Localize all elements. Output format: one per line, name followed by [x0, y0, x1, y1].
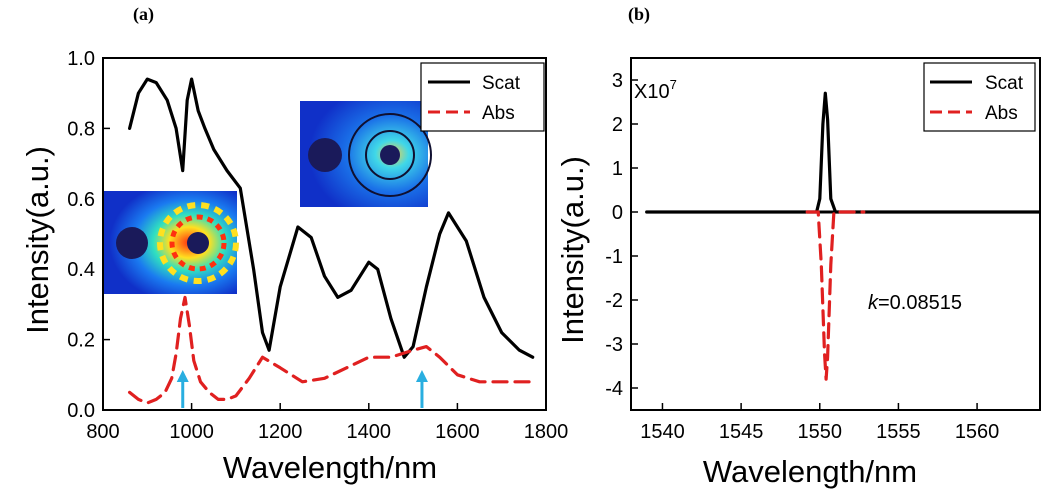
- xtick-label: 1600: [435, 421, 480, 443]
- xtick-label: 1400: [347, 421, 392, 443]
- chart-b-legend: Scat Abs: [923, 62, 1036, 132]
- xtick-label: 1540: [640, 421, 685, 443]
- ytick-label: 1: [612, 158, 623, 180]
- ytick-label: -1: [605, 246, 623, 268]
- ytick-label: 2: [612, 114, 623, 136]
- chart-b-ylabel: Intensity(a.u.): [555, 156, 590, 344]
- xtick-label: 1550: [798, 421, 843, 443]
- chart-b-scale-label: X107: [634, 77, 677, 103]
- chart-b-annotation: k=0.08515: [868, 292, 962, 314]
- ytick-label: -4: [605, 378, 623, 400]
- legend-label-scat: Scat: [482, 73, 521, 94]
- chart-a-ticks: 800 1000 1200 1400 1600 1800 0.0 0.2 0.4 0.6 0.8 1.…: [67, 48, 568, 443]
- series-scat-line: [128, 77, 535, 359]
- xtick-label: 1800: [524, 421, 569, 443]
- chart-b-plot: [645, 91, 1040, 381]
- chart-a: 800 1000 1200 1400 1600 1800 0.0 0.2 0.4 0.6 0.8 1.…: [20, 48, 568, 485]
- xtick-label: 1200: [258, 421, 303, 443]
- chart-a-legend: Scat Abs: [420, 62, 545, 132]
- ytick-label: 0.0: [67, 400, 95, 422]
- ytick-label: 0.8: [67, 118, 95, 140]
- ytick-label: 0.4: [67, 259, 95, 281]
- legend-label-abs-b: Abs: [985, 103, 1018, 124]
- chart-a-ylabel: Intensity(a.u.): [20, 146, 55, 334]
- legend-label-scat-b: Scat: [985, 73, 1024, 94]
- xtick-label: 1000: [169, 421, 214, 443]
- ytick-label: 1.0: [67, 48, 95, 70]
- ytick-label: -2: [605, 290, 623, 312]
- xtick-label: 1555: [876, 421, 921, 443]
- chart-b-frame: [630, 57, 1041, 411]
- xtick-label: 800: [86, 421, 119, 443]
- series-abs-line: [805, 210, 866, 381]
- series-abs-line: [128, 295, 535, 405]
- chart-a-frame: [102, 57, 547, 411]
- inset-field-map-1: [104, 191, 239, 294]
- ytick-label: -3: [605, 334, 623, 356]
- chart-a-xlabel: Wavelength/nm: [223, 450, 437, 485]
- panel-label-b: (b): [628, 4, 650, 25]
- legend-label-abs: Abs: [482, 103, 515, 124]
- chart-a-plot: [128, 77, 535, 405]
- chart-a-arrows: [176, 370, 428, 408]
- inset-field-map-2: [300, 101, 432, 207]
- marker-arrow: [415, 370, 428, 408]
- ytick-label: 3: [612, 70, 623, 92]
- ytick-label: 0.2: [67, 330, 95, 352]
- series-scat-line: [645, 91, 1040, 214]
- chart-b-ticks: 1540 1545 1550 1555 1560 -4 -3 -2 -1 0 1 2 3: [605, 70, 999, 443]
- xtick-label: 1545: [719, 421, 764, 443]
- ytick-label: 0.6: [67, 189, 95, 211]
- chart-b: 1540 1545 1550 1555 1560 -4 -3 -2 -1 0 1 2 3 X107 Sc…: [555, 57, 1041, 489]
- ytick-label: 0: [612, 202, 623, 224]
- xtick-label: 1560: [955, 421, 1000, 443]
- chart-b-xlabel: Wavelength/nm: [703, 454, 917, 489]
- marker-arrow: [176, 370, 189, 408]
- panel-label-a: (a): [133, 4, 154, 25]
